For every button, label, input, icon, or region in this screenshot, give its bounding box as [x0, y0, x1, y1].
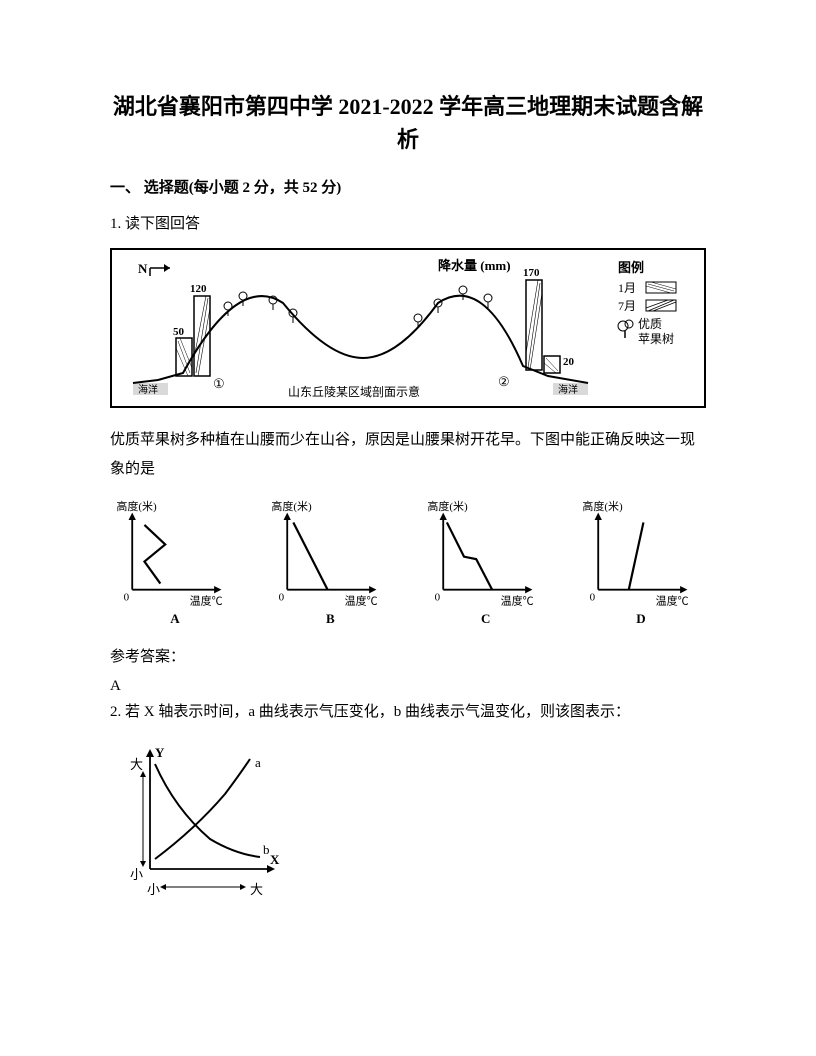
- q2-text: 2. 若 X 轴表示时间，a 曲线表示气压变化，b 曲线表示气温变化，则该图表示…: [110, 700, 706, 724]
- q1-explanation: 优质苹果树多种植在山腰而少在山谷，原因是山腰果树开花早。下图中能正确反映这一现象…: [110, 426, 706, 483]
- q2-y-label: Y: [155, 745, 165, 760]
- chart-b: 高度(米) 0 温度℃: [265, 498, 395, 608]
- q1-answer: A: [110, 678, 706, 695]
- bar-left-jan-val: 50: [173, 326, 185, 338]
- chart-a-label: A: [170, 611, 179, 627]
- q2-x-right: 大: [250, 882, 263, 897]
- curve-a: [155, 759, 250, 859]
- q2-body: 若 X 轴表示时间，a 曲线表示气压变化，b 曲线表示气温变化，则该图表示：: [125, 704, 630, 720]
- bar-right-jul-val: 170: [523, 267, 540, 279]
- chart-c-container: 高度(米) 0 温度℃ C: [421, 498, 551, 627]
- q1-number: 1.: [110, 216, 121, 232]
- legend-jan: 1月: [618, 281, 636, 295]
- svg-text:0: 0: [590, 592, 596, 604]
- q2-x-label: X: [270, 852, 280, 867]
- chart-b-xlabel: 温度℃: [345, 593, 378, 607]
- q1-prompt: 1. 读下图回答: [110, 212, 706, 236]
- chart-b-label: B: [326, 611, 335, 627]
- bar-right-jan-val: 20: [563, 356, 575, 368]
- q2-x-left: 小: [147, 882, 160, 897]
- cross-section-diagram: N 降水量 (mm) 图例 1月 7月 优质 苹果树 海洋: [110, 248, 706, 408]
- chart-a-ylabel: 高度(米): [116, 499, 157, 513]
- chart-c-label: C: [481, 611, 490, 627]
- chart-d: 高度(米) 0 温度℃: [576, 498, 706, 608]
- charts-row: 高度(米) 0 温度℃ A 高度(米) 0 温度℃ B 高度(米): [110, 498, 706, 627]
- q2-number: 2.: [110, 704, 121, 720]
- curve-b: [155, 764, 260, 857]
- curve-b-label: b: [263, 842, 270, 857]
- q1-prompt-text: 读下图回答: [125, 216, 200, 232]
- chart-a-container: 高度(米) 0 温度℃ A: [110, 498, 240, 627]
- page-title: 湖北省襄阳市第四中学 2021-2022 学年高三地理期末试题含解析: [110, 90, 706, 156]
- legend-tree-1: 优质: [638, 317, 662, 331]
- cross-section-svg: N 降水量 (mm) 图例 1月 7月 优质 苹果树 海洋: [120, 258, 696, 398]
- answer-label: 参考答案：: [110, 645, 706, 666]
- marker-2: ②: [498, 374, 510, 389]
- chart-c-xlabel: 温度℃: [500, 593, 533, 607]
- chart-b-container: 高度(米) 0 温度℃ B: [265, 498, 395, 627]
- legend-title: 图例: [618, 260, 644, 275]
- chart-d-label: D: [636, 611, 645, 627]
- curve-a-label: a: [255, 755, 261, 770]
- svg-text:0: 0: [279, 592, 285, 604]
- chart-d-xlabel: 温度℃: [656, 593, 689, 607]
- q2-y-top: 大: [130, 757, 143, 772]
- q2-chart: Y X 大 小 小 大 a b: [115, 739, 295, 899]
- legend-jul: 7月: [618, 299, 636, 313]
- chart-a: 高度(米) 0 温度℃: [110, 498, 240, 608]
- section-header: 一、 选择题(每小题 2 分，共 52 分): [110, 176, 706, 197]
- chart-c-ylabel: 高度(米): [427, 499, 468, 513]
- legend-tree-2: 苹果树: [638, 331, 674, 346]
- north-label: N: [138, 261, 148, 276]
- chart-c: 高度(米) 0 温度℃: [421, 498, 551, 608]
- chart-d-ylabel: 高度(米): [582, 499, 623, 513]
- chart-b-ylabel: 高度(米): [272, 499, 313, 513]
- bar-left-jul-val: 120: [190, 283, 207, 295]
- rainfall-title: 降水量 (mm): [438, 258, 511, 273]
- svg-text:0: 0: [434, 592, 440, 604]
- q2-y-bottom: 小: [130, 867, 143, 882]
- tree-icon: [224, 286, 492, 328]
- diagram-caption: 山东丘陵某区域剖面示意: [288, 384, 420, 398]
- chart-a-xlabel: 温度℃: [190, 593, 223, 607]
- svg-text:0: 0: [124, 592, 130, 604]
- ocean-right: 海洋: [558, 383, 578, 396]
- marker-1: ①: [213, 376, 225, 391]
- chart-d-container: 高度(米) 0 温度℃ D: [576, 498, 706, 627]
- ocean-left: 海洋: [138, 383, 158, 396]
